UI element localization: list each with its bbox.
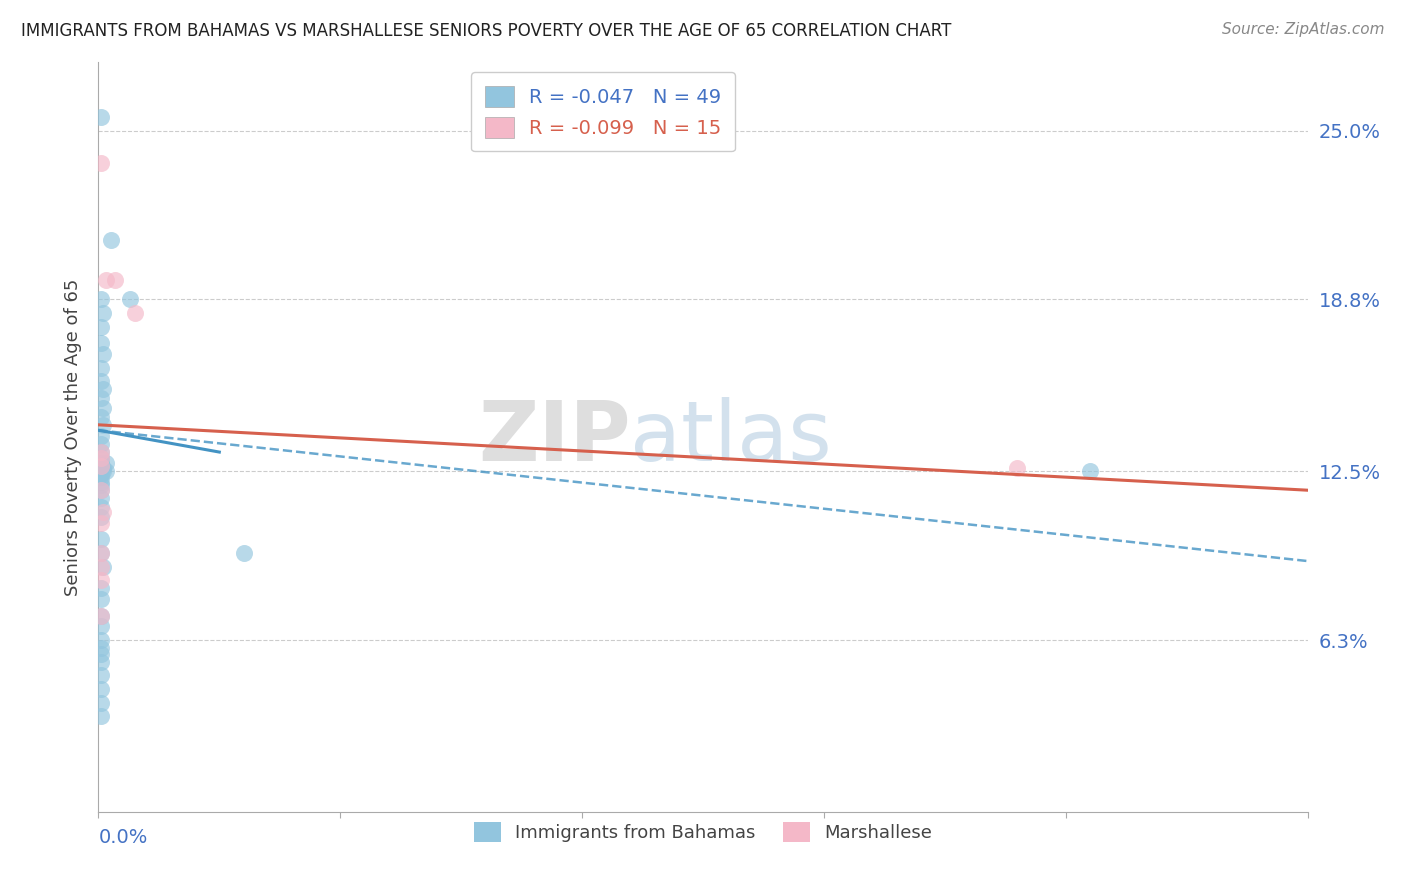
Point xyxy=(90,491,112,506)
Point xyxy=(90,156,112,170)
Point xyxy=(118,293,141,307)
Point xyxy=(90,546,112,560)
Point xyxy=(90,500,112,514)
Text: ZIP: ZIP xyxy=(478,397,630,477)
Point xyxy=(104,273,127,287)
Point xyxy=(91,464,114,478)
Point xyxy=(91,401,114,416)
Text: 0.0%: 0.0% xyxy=(98,828,148,847)
Point xyxy=(90,633,112,648)
Point xyxy=(90,336,112,351)
Point xyxy=(91,461,114,475)
Point xyxy=(90,655,112,669)
Point xyxy=(90,374,112,388)
Point xyxy=(90,450,112,465)
Point xyxy=(90,456,112,470)
Point xyxy=(90,110,112,124)
Point xyxy=(90,458,112,473)
Point xyxy=(90,510,112,524)
Text: IMMIGRANTS FROM BAHAMAS VS MARSHALLESE SENIORS POVERTY OVER THE AGE OF 65 CORREL: IMMIGRANTS FROM BAHAMAS VS MARSHALLESE S… xyxy=(21,22,952,40)
Text: atlas: atlas xyxy=(630,397,832,477)
Point xyxy=(90,533,112,547)
Point xyxy=(90,293,112,307)
Point xyxy=(90,428,112,442)
Point xyxy=(91,306,114,320)
Point xyxy=(90,619,112,633)
Point xyxy=(90,559,112,574)
Point xyxy=(232,546,254,560)
Point xyxy=(90,709,112,723)
Point xyxy=(90,469,112,483)
Point xyxy=(90,450,112,465)
Y-axis label: Seniors Poverty Over the Age of 65: Seniors Poverty Over the Age of 65 xyxy=(63,278,82,596)
Point xyxy=(90,546,112,560)
Point xyxy=(91,383,114,397)
Point xyxy=(90,483,112,498)
Point xyxy=(90,475,112,489)
Point xyxy=(91,559,114,574)
Point xyxy=(90,391,112,405)
Point xyxy=(90,647,112,661)
Point xyxy=(90,573,112,587)
Point xyxy=(90,477,112,491)
Point xyxy=(90,437,112,451)
Point xyxy=(90,360,112,375)
Point xyxy=(94,273,117,287)
Point xyxy=(90,467,112,481)
Text: Source: ZipAtlas.com: Source: ZipAtlas.com xyxy=(1222,22,1385,37)
Point xyxy=(90,409,112,424)
Point xyxy=(1078,464,1101,478)
Point xyxy=(124,306,146,320)
Point xyxy=(90,668,112,682)
Point xyxy=(90,696,112,710)
Point xyxy=(91,417,114,432)
Point xyxy=(90,445,112,459)
Point xyxy=(90,582,112,596)
Point xyxy=(90,641,112,656)
Point xyxy=(90,608,112,623)
Point xyxy=(90,319,112,334)
Point xyxy=(90,483,112,498)
Point xyxy=(90,682,112,697)
Point xyxy=(94,456,117,470)
Point xyxy=(94,464,117,478)
Point xyxy=(90,445,112,459)
Point xyxy=(90,592,112,607)
Point xyxy=(90,608,112,623)
Point xyxy=(91,505,114,519)
Legend: Immigrants from Bahamas, Marshallese: Immigrants from Bahamas, Marshallese xyxy=(465,814,941,851)
Point xyxy=(100,233,122,247)
Point xyxy=(91,347,114,361)
Point xyxy=(90,516,112,530)
Point xyxy=(1007,461,1029,475)
